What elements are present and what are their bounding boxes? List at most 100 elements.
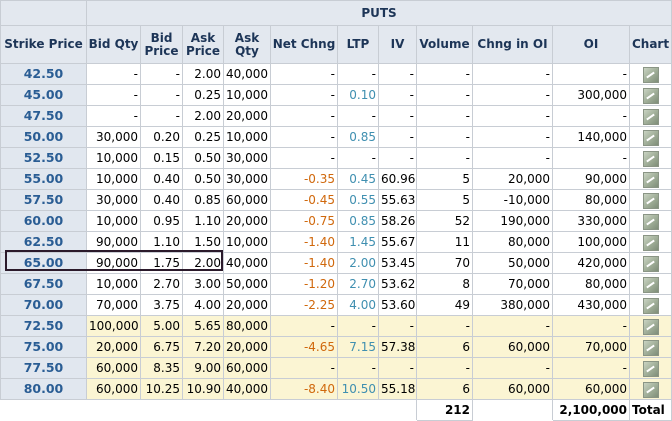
col-strike-price[interactable]: Strike Price — [0, 25, 87, 64]
oi-cell[interactable]: 140,000 — [552, 126, 630, 148]
oi-cell[interactable]: 330,000 — [552, 210, 630, 232]
table-row[interactable]: 47.50- -2.00 20,000- - - - - - — [0, 105, 672, 127]
oi-cell[interactable]: 80,000 — [552, 273, 630, 295]
chart-icon[interactable] — [642, 213, 659, 230]
table-row[interactable]: 57.50 30,000 0.40 0.85 60,000 -0.45 0.55 55.63 5… — [0, 189, 672, 211]
chart-cell[interactable] — [628, 315, 672, 337]
ask-price-cell: 5.65 — [182, 315, 224, 337]
chart-icon[interactable] — [642, 339, 659, 356]
bid-price-cell: 0.40 — [140, 189, 183, 211]
chart-cell[interactable] — [628, 210, 672, 232]
strike-price-cell[interactable]: 62.50 — [0, 231, 87, 253]
chart-cell[interactable] — [628, 84, 672, 106]
chart-icon[interactable] — [642, 255, 659, 272]
chart-icon[interactable] — [642, 171, 659, 188]
oi-cell[interactable]: - — [552, 63, 630, 85]
chart-cell[interactable] — [628, 273, 672, 295]
strike-price-cell[interactable]: 65.00 — [0, 252, 87, 274]
col-ask-qty[interactable]: Ask Qty — [223, 25, 271, 64]
table-row[interactable]: 70.00 70,000 3.75 4.00 20,000 -2.25 4.00 53.60 4… — [0, 294, 672, 316]
chart-cell[interactable] — [628, 105, 672, 127]
strike-price-cell[interactable]: 60.00 — [0, 210, 87, 232]
table-row[interactable]: 50.00 30,000 0.20 0.25 10,000-0.85- - -140,000 — [0, 126, 672, 148]
chart-icon[interactable] — [642, 108, 659, 125]
col-chart[interactable]: Chart — [628, 25, 672, 64]
oi-cell[interactable]: 80,000 — [552, 189, 630, 211]
strike-price-cell[interactable]: 57.50 — [0, 189, 87, 211]
ask-price-cell: 7.20 — [182, 336, 224, 358]
strike-price-cell[interactable]: 75.00 — [0, 336, 87, 358]
strike-price-cell[interactable]: 42.50 — [0, 63, 87, 85]
col-volume[interactable]: Volume — [416, 25, 473, 64]
oi-cell[interactable]: - — [552, 357, 630, 379]
strike-price-cell[interactable]: 45.00 — [0, 84, 87, 106]
oi-cell[interactable]: 100,000 — [552, 231, 630, 253]
table-row[interactable]: 75.00 20,000 6.75 7.20 20,000 -4.65 7.15 57.38 6… — [0, 336, 672, 358]
oi-cell[interactable]: - — [552, 147, 630, 169]
chart-cell[interactable] — [628, 294, 672, 316]
table-row[interactable]: 62.50 90,000 1.10 1.50 10,000 -1.40 1.45 55.67 1… — [0, 231, 672, 253]
oi-cell[interactable]: - — [552, 315, 630, 337]
table-row[interactable]: 55.00 10,000 0.40 0.50 30,000 -0.35 0.45 60.96 5… — [0, 168, 672, 190]
strike-price-cell[interactable]: 77.50 — [0, 357, 87, 379]
chart-icon[interactable] — [642, 381, 659, 398]
col-oi[interactable]: OI — [552, 25, 630, 64]
ltp-cell: - — [337, 147, 379, 169]
chart-icon[interactable] — [642, 150, 659, 167]
chart-icon[interactable] — [642, 318, 659, 335]
change-in-oi-cell: 80,000 — [472, 231, 553, 253]
oi-cell[interactable]: 300,000 — [552, 84, 630, 106]
chart-cell[interactable] — [628, 63, 672, 85]
iv-cell: 53.60 — [378, 294, 417, 316]
strike-price-cell[interactable]: 47.50 — [0, 105, 87, 127]
table-row[interactable]: 67.50 10,000 2.70 3.00 50,000 -1.20 2.70 53.62 8… — [0, 273, 672, 295]
chart-cell[interactable] — [628, 189, 672, 211]
col-iv[interactable]: IV — [378, 25, 417, 64]
col-ltp[interactable]: LTP — [337, 25, 379, 64]
chart-icon[interactable] — [642, 360, 659, 377]
chart-cell[interactable] — [628, 357, 672, 379]
oi-cell[interactable]: 420,000 — [552, 252, 630, 274]
table-row[interactable]: 60.00 10,000 0.95 1.10 20,000 -0.75 0.85 58.26 5… — [0, 210, 672, 232]
oi-cell[interactable]: 60,000 — [552, 378, 630, 400]
chart-cell[interactable] — [628, 231, 672, 253]
chart-icon[interactable] — [642, 87, 659, 104]
strike-price-cell[interactable]: 52.50 — [0, 147, 87, 169]
table-row[interactable]: 45.00- -0.25 10,000-0.10- - -300,000 — [0, 84, 672, 106]
oi-cell[interactable]: 70,000 — [552, 336, 630, 358]
strike-price-cell[interactable]: 55.00 — [0, 168, 87, 190]
change-in-oi-cell: - — [472, 63, 553, 85]
strike-price-cell[interactable]: 67.50 — [0, 273, 87, 295]
col-ask-price[interactable]: Ask Price — [182, 25, 224, 64]
col-change-in-oi[interactable]: Chng in OI — [472, 25, 553, 64]
chart-icon[interactable] — [642, 129, 659, 146]
table-row[interactable]: 72.50 100,000 5.00 5.65 80,000- - - - - - — [0, 315, 672, 337]
col-bid-qty[interactable]: Bid Qty — [86, 25, 141, 64]
chart-cell[interactable] — [628, 252, 672, 274]
table-row[interactable]: 42.50- -2.00 40,000- - - - - - — [0, 63, 672, 85]
table-row[interactable]: 80.00 60,000 10.25 10.90 40,000 -8.40 10.50 55.… — [0, 378, 672, 400]
oi-cell[interactable]: 430,000 — [552, 294, 630, 316]
chart-cell[interactable] — [628, 147, 672, 169]
chart-cell[interactable] — [628, 168, 672, 190]
table-row[interactable]: 52.50 10,000 0.15 0.50 30,000- - - - - - — [0, 147, 672, 169]
ask-qty-cell: 80,000 — [223, 315, 271, 337]
chart-icon[interactable] — [642, 297, 659, 314]
chart-icon[interactable] — [642, 192, 659, 209]
strike-price-cell[interactable]: 50.00 — [0, 126, 87, 148]
chart-icon[interactable] — [642, 66, 659, 83]
chart-cell[interactable] — [628, 126, 672, 148]
chart-icon[interactable] — [642, 276, 659, 293]
strike-price-cell[interactable]: 80.00 — [0, 378, 87, 400]
table-row[interactable]: 77.50 60,000 8.35 9.00 60,000- - - - - - — [0, 357, 672, 379]
col-bid-price[interactable]: Bid Price — [140, 25, 183, 64]
oi-cell[interactable]: - — [552, 105, 630, 127]
table-row[interactable]: 65.00 90,000 1.75 2.00 40,000 -1.40 2.00 53.45 7… — [0, 252, 672, 274]
chart-cell[interactable] — [628, 378, 672, 400]
oi-cell[interactable]: 90,000 — [552, 168, 630, 190]
chart-icon[interactable] — [642, 234, 659, 251]
strike-price-cell[interactable]: 72.50 — [0, 315, 87, 337]
col-net-change[interactable]: Net Chng — [270, 25, 338, 64]
strike-price-cell[interactable]: 70.00 — [0, 294, 87, 316]
chart-cell[interactable] — [628, 336, 672, 358]
